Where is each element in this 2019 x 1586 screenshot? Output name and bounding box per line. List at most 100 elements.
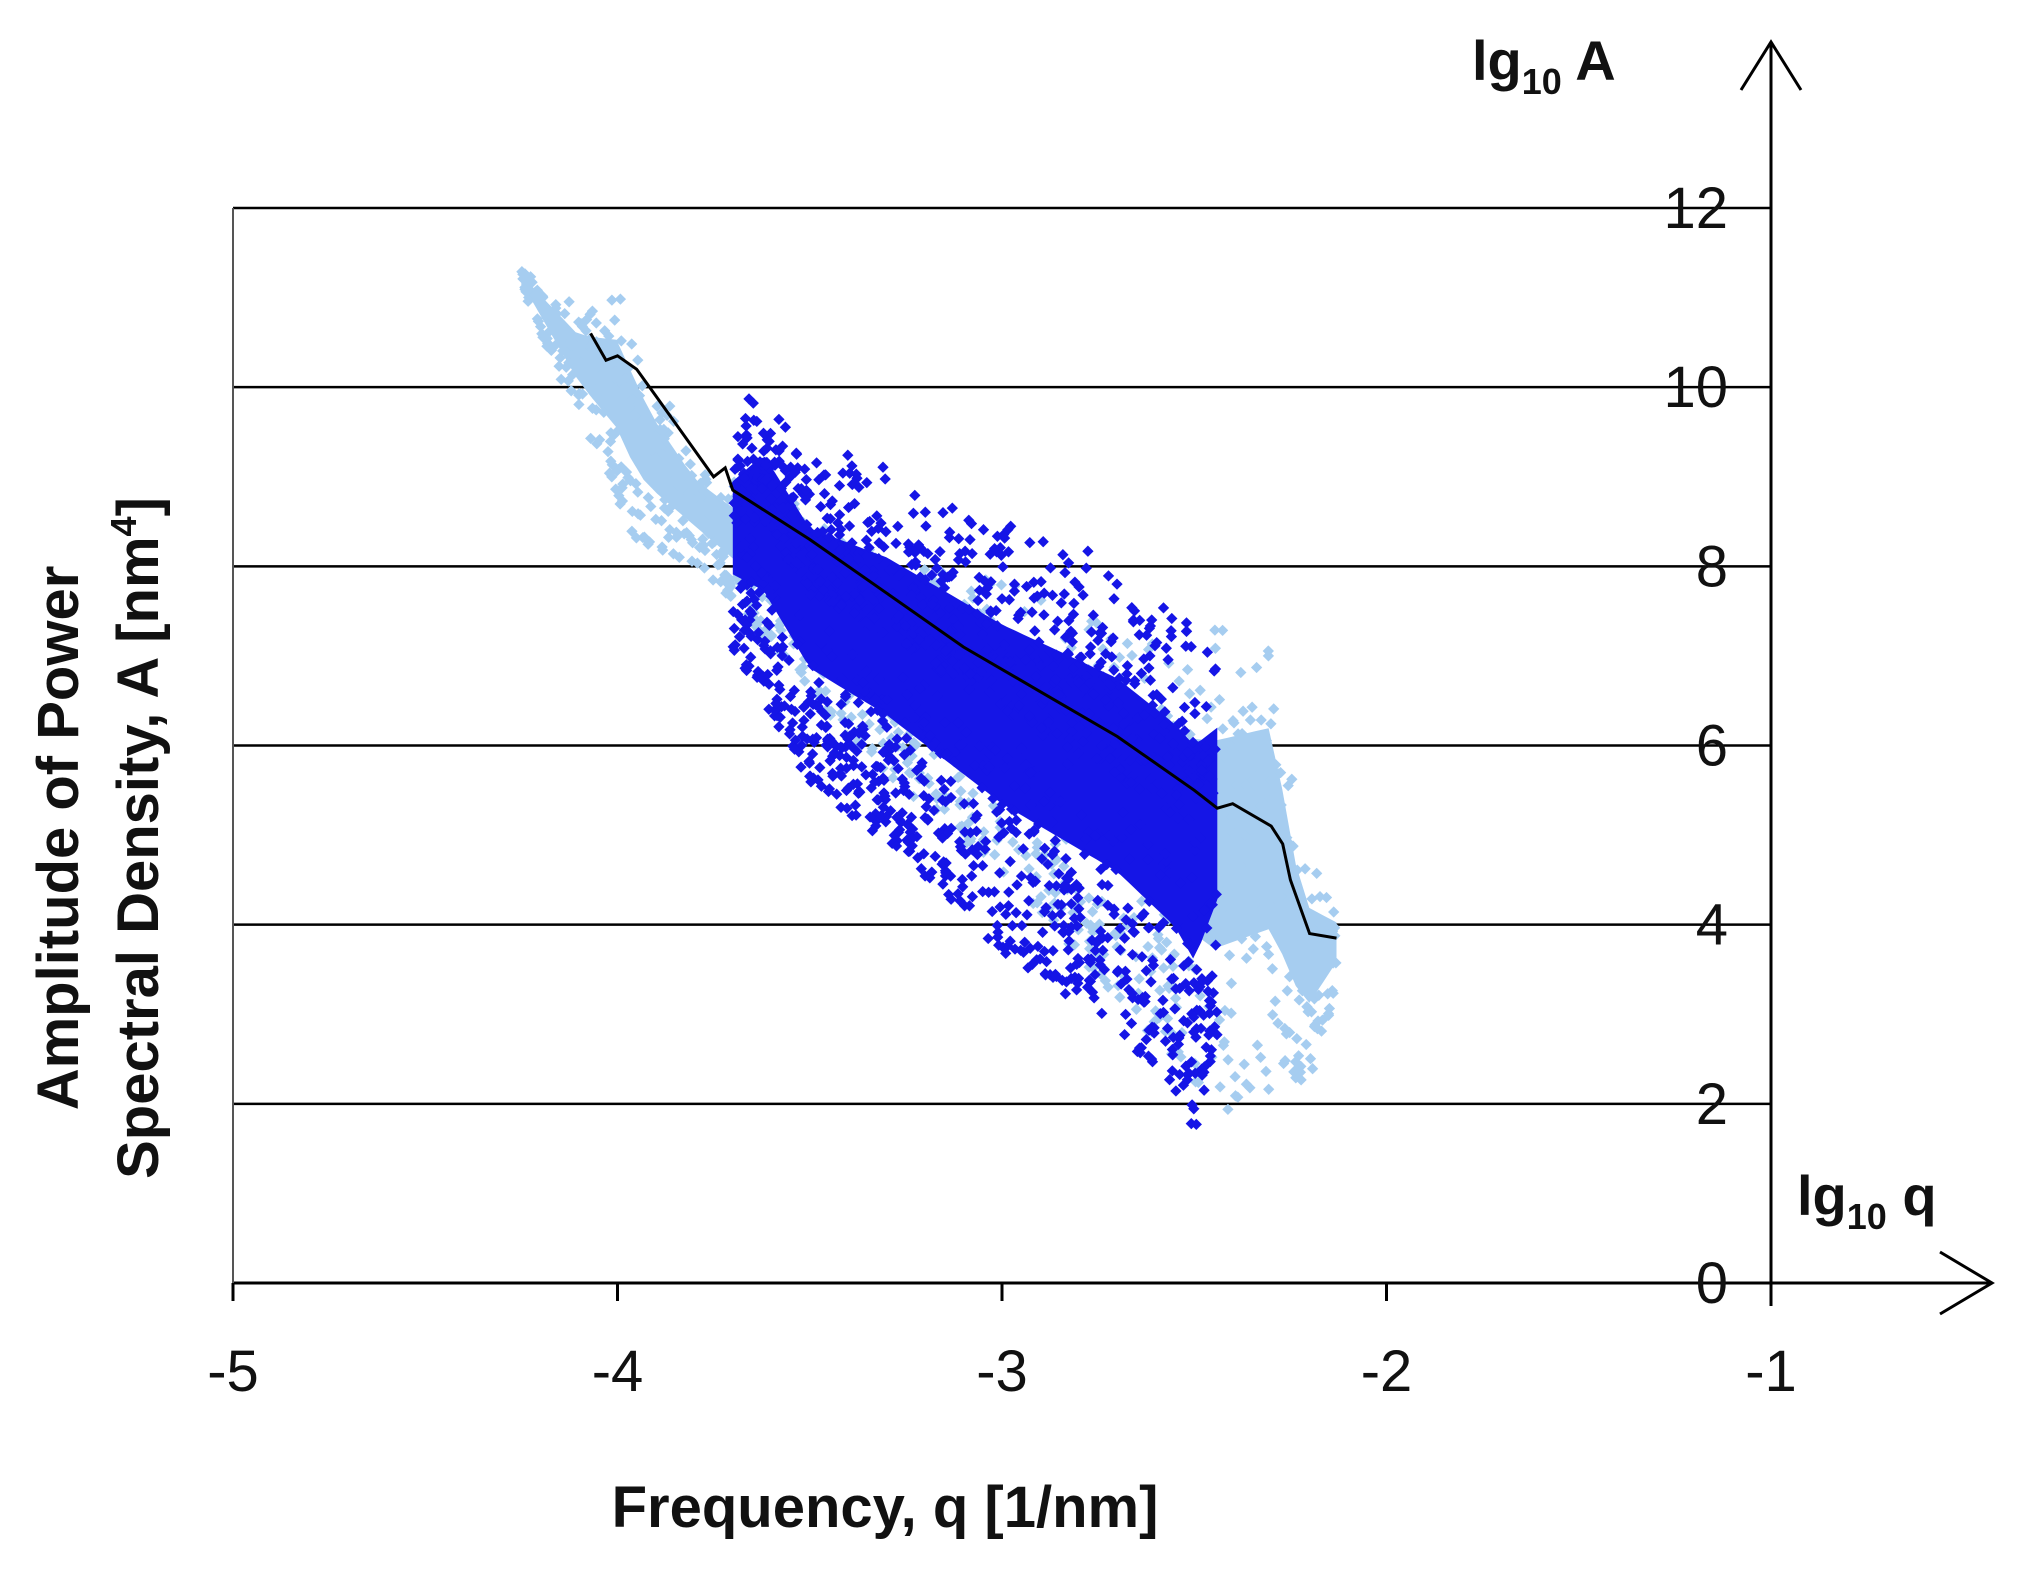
data-point — [1235, 860, 1247, 872]
data-point — [1198, 1084, 1210, 1096]
data-point — [718, 543, 730, 556]
data-point — [949, 746, 961, 759]
data-point — [1126, 732, 1138, 744]
data-point — [880, 816, 892, 828]
data-point — [1036, 926, 1049, 938]
data-point — [1001, 752, 1013, 765]
data-point — [1091, 752, 1103, 765]
data-point — [1058, 588, 1070, 600]
data-point — [605, 455, 617, 467]
data-point — [1000, 947, 1012, 960]
data-point — [1086, 986, 1099, 998]
data-point — [969, 812, 981, 825]
data-point — [826, 767, 839, 780]
data-point — [609, 314, 621, 326]
data-point — [900, 637, 913, 650]
data-point — [661, 409, 673, 422]
data-point — [1203, 770, 1215, 782]
data-point — [783, 654, 795, 667]
data-point — [756, 482, 768, 495]
data-point — [585, 380, 597, 392]
data-point — [1254, 800, 1267, 812]
data-point — [630, 532, 643, 544]
data-point — [1322, 1008, 1335, 1020]
data-point — [865, 746, 878, 758]
data-point — [602, 445, 614, 458]
data-point — [1227, 715, 1239, 727]
data-point — [1082, 545, 1094, 557]
data-point — [1038, 906, 1051, 918]
data-point — [819, 469, 832, 481]
data-point — [735, 505, 748, 518]
data-point — [897, 671, 909, 684]
data-point — [926, 569, 938, 581]
data-point — [669, 472, 681, 485]
y-axis-title-line2: Spectral Density, A [nm4] — [103, 497, 171, 1179]
data-point — [757, 427, 770, 439]
data-point — [522, 295, 534, 307]
data-point — [909, 711, 921, 724]
data-point — [1077, 589, 1089, 601]
data-point — [898, 749, 910, 761]
plot-area — [516, 266, 1342, 1131]
data-point — [899, 620, 912, 632]
data-point — [938, 783, 950, 795]
data-point — [1201, 712, 1213, 725]
data-point — [998, 762, 1011, 774]
data-point — [1108, 664, 1120, 676]
data-point — [1116, 831, 1128, 843]
data-point — [1097, 944, 1109, 957]
data-point — [814, 761, 826, 774]
data-point — [1100, 693, 1112, 706]
data-point — [1125, 776, 1137, 789]
data-point — [842, 733, 854, 745]
x-tick-label: -4 — [592, 1339, 644, 1404]
data-point — [1286, 773, 1298, 785]
data-point — [1222, 1054, 1234, 1066]
data-point — [1157, 962, 1170, 974]
data-point — [1191, 963, 1203, 976]
data-point — [782, 553, 795, 565]
data-point — [727, 605, 739, 618]
data-point — [965, 517, 978, 530]
data-point — [803, 755, 815, 768]
data-point — [684, 458, 696, 470]
data-point — [1202, 755, 1214, 767]
data-point — [943, 888, 955, 901]
y-axis-title: Amplitude of Power Spectral Density, A [… — [26, 497, 171, 1179]
data-point — [1142, 940, 1154, 953]
data-point — [1090, 937, 1103, 949]
data-point — [1167, 1049, 1179, 1061]
data-point — [732, 454, 744, 466]
data-point — [1249, 898, 1261, 910]
data-point — [871, 704, 884, 716]
data-point — [1019, 782, 1031, 794]
data-point — [800, 484, 813, 497]
data-point — [800, 473, 812, 486]
data-point — [1029, 875, 1042, 887]
y-tick-label: 8 — [1696, 534, 1728, 599]
data-point — [1140, 1033, 1152, 1046]
data-point — [624, 401, 636, 413]
data-point — [1065, 972, 1077, 985]
data-point — [871, 794, 883, 806]
data-point — [1265, 774, 1277, 786]
data-point — [1088, 688, 1100, 701]
data-point — [590, 317, 602, 329]
data-point — [850, 809, 862, 821]
data-point — [1066, 716, 1078, 729]
data-point — [831, 788, 843, 800]
data-point — [1067, 608, 1080, 620]
data-point — [1143, 662, 1155, 674]
data-point — [598, 406, 610, 418]
data-point — [954, 739, 966, 751]
data-point — [1138, 709, 1151, 721]
data-point — [1068, 597, 1080, 610]
data-point — [986, 905, 998, 918]
data-point — [1189, 836, 1201, 849]
data-point — [1269, 789, 1281, 802]
data-point — [947, 566, 959, 578]
data-point — [860, 665, 873, 677]
data-point — [1167, 682, 1179, 694]
y-tick-label: 2 — [1696, 1072, 1728, 1137]
